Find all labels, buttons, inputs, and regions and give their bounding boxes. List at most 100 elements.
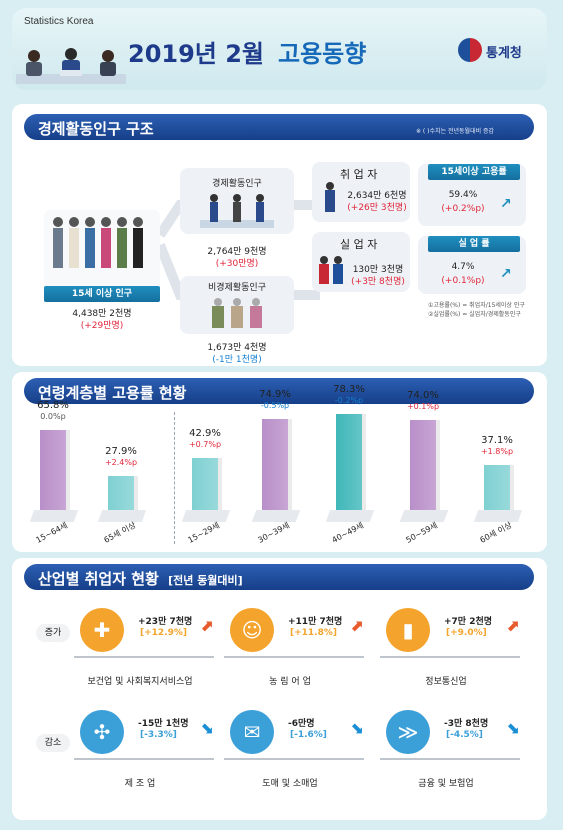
structure-title: 경제활동인구 구조 (24, 114, 534, 140)
elderly-people-icon (212, 298, 262, 328)
population-figure (44, 210, 160, 300)
industry-name: 정보통신업 (425, 677, 467, 687)
age-change-label: 0.0%p (40, 411, 66, 421)
age-change-label: +2.4%p (104, 457, 138, 467)
unemployment-rate-value: 4.7% (451, 262, 475, 272)
age-change-label: +1.8%p (480, 446, 514, 456)
industry-panel (12, 558, 547, 820)
age-value-label: 74.0% (407, 389, 439, 401)
industry-name: 금융 및 보험업 (418, 779, 474, 789)
age-value-label: 65.8% (37, 399, 69, 411)
unemployed-value: 130만 3천명 (352, 265, 404, 275)
age-change-label: +0.7%p (188, 439, 222, 449)
active-pop-label: 경제활동인구 (212, 179, 262, 189)
industry-name: 도매 및 소매업 (262, 779, 318, 789)
increase-tag: 증가 (36, 624, 70, 642)
unemployed-change: (+3만 8천명) (351, 277, 405, 287)
age-value-label: 74.9% (259, 388, 291, 400)
age-bar (108, 475, 134, 510)
page-title: 2019년 2월 고용동향 (128, 40, 367, 68)
employment-rate-value: 59.4% (448, 190, 478, 200)
structure-note: ※ ( )수치는 전년동월대비 증감 (416, 128, 495, 135)
unemployment-rate-label: 실 업 률 (428, 236, 520, 252)
industry-underline (74, 656, 214, 658)
footnote-1: ①고용률(%) = 취업자/15세이상 인구 (428, 302, 525, 309)
employed-change: (+26만 3천명) (347, 203, 407, 213)
industry-underline (224, 656, 364, 658)
gear-icon: ✣ (80, 710, 124, 754)
industry-change-value: +11만 7천명 (288, 617, 343, 627)
brand-text: Statistics Korea (24, 16, 94, 27)
industry-title: 산업별 취업자 현황 [전년 동월대비] (24, 564, 534, 590)
employed-label: 취 업 자 (340, 168, 378, 181)
job-seekers-icon (319, 256, 343, 284)
industry-name: 제 조 업 (124, 779, 156, 789)
unemployment-rate-change: (+0.1%p) (441, 276, 485, 286)
employment-rate-label: 15세이상 고용률 (428, 164, 520, 180)
age-value-label: 37.1% (481, 434, 513, 446)
farmer-icon: ☺ (230, 608, 274, 652)
down-arrow-icon: ⬊ (350, 718, 364, 737)
age-title: 연령계층별 고용률 현황 (24, 378, 534, 404)
inactive-pop-value: 1,673만 4천명 (207, 343, 267, 353)
industry-underline (224, 758, 364, 760)
employment-rate-change: (+0.2%p) (441, 204, 485, 214)
up-arrow-icon: ↗ (500, 266, 512, 282)
taeguk-icon (458, 38, 482, 62)
industry-change-pct: [-4.5%] (446, 730, 483, 740)
industry-title-note: [전년 동월대비] (168, 574, 243, 587)
age-divider (174, 412, 176, 544)
age-bar (410, 419, 436, 510)
age-chart: 65.8% 0.0%p 15~64세 27.9% +2.4%p 65세 이상 42.9% +0… (29, 384, 523, 545)
page-subtitle: 고용동향 (278, 40, 367, 68)
money-icon: ≫ (386, 710, 430, 754)
industry-change-value: -3만 8천명 (444, 719, 489, 729)
footnote-2: ②실업률(%) = 실업자/경제활동인구 (428, 311, 521, 318)
mouse-icon: ▮ (386, 608, 430, 652)
industry-change-pct: [-1.6%] (290, 730, 327, 740)
age-value-label: 27.9% (105, 445, 137, 457)
industry-underline (74, 758, 214, 760)
office-workers-illustration (16, 48, 126, 84)
age-change-label: +0.1%p (406, 401, 440, 411)
sale-shirt-icon: ✉ (230, 710, 274, 754)
statistics-korea-logo: 통계청 (458, 38, 540, 64)
industry-underline (380, 758, 520, 760)
healthcare-icon: ✚ (80, 608, 124, 652)
industry-change-value: +7만 2천명 (444, 617, 493, 627)
age-value-label: 42.9% (189, 427, 221, 439)
age-bar (40, 429, 66, 510)
age-bar (336, 414, 362, 510)
workers-icon (200, 194, 274, 228)
up-arrow-icon: ⬈ (506, 616, 520, 635)
down-arrow-icon: ⬊ (506, 718, 520, 737)
active-pop-value: 2,764만 9천명 (207, 247, 267, 257)
industry-change-pct: [-3.3%] (140, 730, 177, 740)
population-value: 4,438만 2천명 (72, 309, 132, 319)
population-change: (+29만명) (80, 321, 124, 331)
inactive-pop-label: 비경제활동인구 (208, 283, 266, 293)
employed-value: 2,634만 6천명 (347, 191, 407, 201)
industry-change-value: +23만 7천명 (138, 617, 193, 627)
up-arrow-icon: ↗ (500, 196, 512, 212)
age-bar (484, 464, 510, 510)
industry-change-pct: [+12.9%] (140, 628, 187, 638)
age-bar (262, 418, 288, 510)
up-arrow-icon: ⬈ (200, 616, 214, 635)
worker-icon (325, 182, 335, 212)
industry-change-pct: [+9.0%] (446, 628, 487, 638)
industry-underline (380, 656, 520, 658)
industry-name: 농 림 어 업 (269, 677, 311, 687)
inactive-pop-change: (-1만 1천명) (212, 355, 262, 365)
industry-name: 보건업 및 사회복지서비스업 (87, 677, 193, 687)
age-change-label: -0.2%p (334, 396, 364, 406)
age-bar (192, 457, 218, 510)
down-arrow-icon: ⬊ (200, 718, 214, 737)
industry-change-value: -15만 1천명 (138, 719, 189, 729)
age-change-label: -0.5%p (260, 400, 290, 410)
people-group-icon (53, 217, 143, 268)
age-value-label: 78.3% (333, 384, 365, 396)
population-label: 15세 이상 인구 (44, 286, 160, 302)
industry-change-pct: [+11.8%] (290, 628, 337, 638)
